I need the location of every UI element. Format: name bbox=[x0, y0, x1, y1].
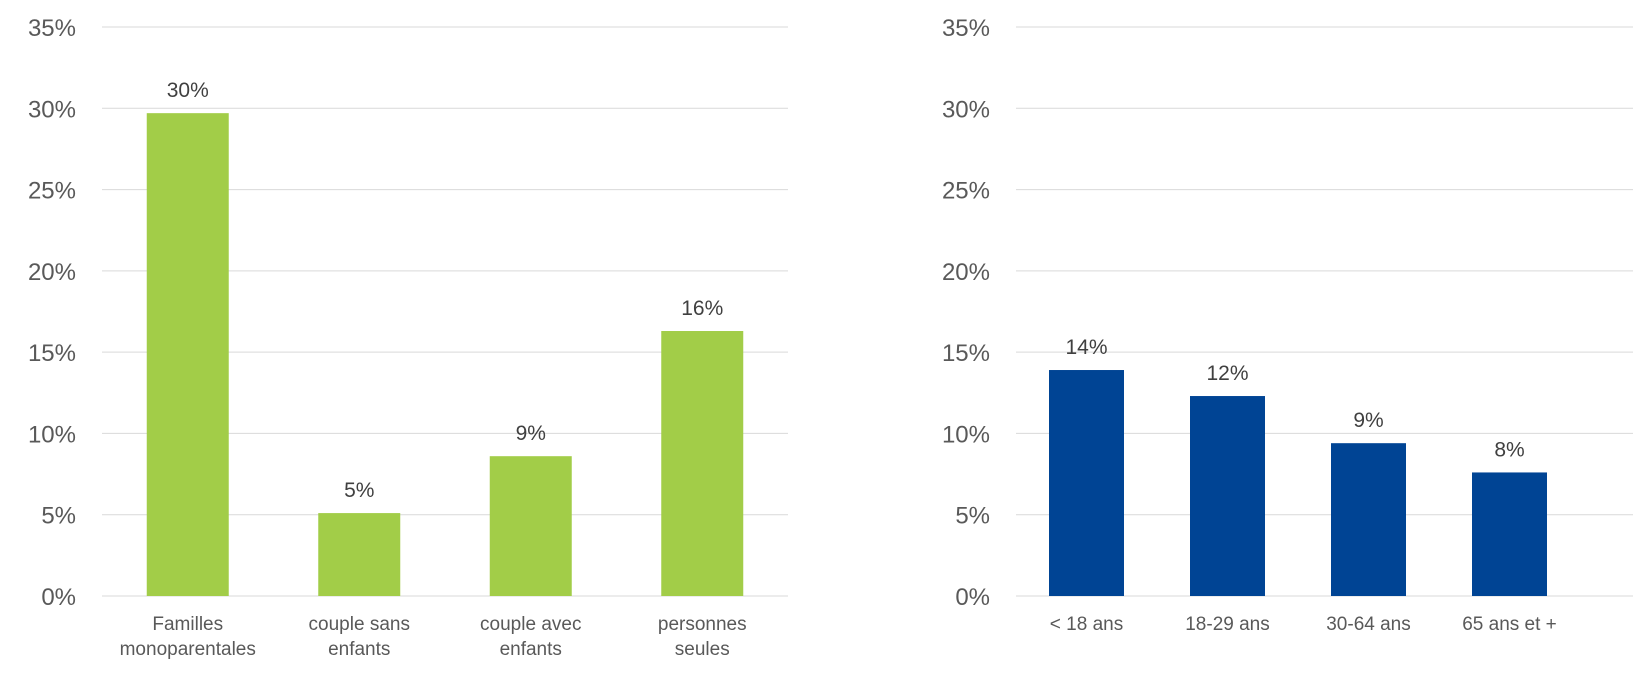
chart2-data-label: 14% bbox=[1065, 336, 1107, 359]
chart2-ytick-label: 0% bbox=[955, 584, 990, 611]
chart1-bar bbox=[318, 513, 401, 596]
chart1-category-label: enfants bbox=[500, 639, 562, 660]
chart1-ytick-label: 20% bbox=[28, 259, 76, 286]
age-group-bar-chart: 0% 5% 10% 15% 20% 25% 30% 35% 14% < 18 ans 12% 18-2… bbox=[942, 15, 1633, 635]
chart2-bar bbox=[1049, 370, 1124, 596]
chart2-data-label: 9% bbox=[1353, 409, 1383, 432]
chart2-bar bbox=[1472, 472, 1547, 596]
chart1-ytick-label: 15% bbox=[28, 340, 76, 367]
chart2-ytick-label: 35% bbox=[942, 15, 990, 42]
chart2-ytick-label: 5% bbox=[955, 503, 990, 530]
chart1-ytick-label: 30% bbox=[28, 96, 76, 123]
chart2-category-label: 65 ans et + bbox=[1462, 614, 1557, 635]
chart1-bar bbox=[146, 113, 229, 597]
chart1-ytick-label: 25% bbox=[28, 178, 76, 205]
chart1-category-label: personnes bbox=[658, 614, 747, 635]
chart1-ytick-label: 0% bbox=[41, 584, 76, 611]
chart1-category-label: couple avec bbox=[480, 614, 581, 635]
chart2-ytick-label: 30% bbox=[942, 96, 990, 123]
chart1-category-label: enfants bbox=[328, 639, 390, 660]
chart1-category-label: monoparentales bbox=[120, 639, 256, 660]
chart2-bar bbox=[1331, 443, 1406, 596]
chart1-data-label: 9% bbox=[516, 422, 546, 445]
chart2-category-label: 30-64 ans bbox=[1326, 614, 1411, 635]
chart2-bar bbox=[1190, 396, 1265, 596]
chart1-bar bbox=[661, 331, 744, 596]
chart2-ytick-label: 15% bbox=[942, 340, 990, 367]
chart2-ytick-label: 25% bbox=[942, 178, 990, 205]
chart1-category-label: Familles bbox=[152, 614, 223, 635]
chart2-ytick-label: 10% bbox=[942, 421, 990, 448]
chart2-ytick-label: 20% bbox=[942, 259, 990, 286]
household-type-bar-chart: 0% 5% 10% 15% 20% 25% 30% 35% 30% Familles monopar… bbox=[28, 15, 788, 660]
chart2-category-label: < 18 ans bbox=[1050, 614, 1123, 635]
chart1-category-label: couple sans bbox=[309, 614, 410, 635]
chart1-data-label: 30% bbox=[167, 79, 209, 102]
chart1-data-label: 16% bbox=[681, 297, 723, 320]
chart1-category-label: seules bbox=[675, 639, 730, 660]
chart1-data-label: 5% bbox=[344, 479, 374, 502]
chart1-ytick-label: 5% bbox=[41, 503, 76, 530]
chart1-ytick-label: 35% bbox=[28, 15, 76, 42]
chart2-category-label: 18-29 ans bbox=[1185, 614, 1270, 635]
chart1-bar bbox=[489, 456, 572, 596]
chart1-ytick-label: 10% bbox=[28, 421, 76, 448]
chart2-data-label: 8% bbox=[1494, 438, 1524, 461]
chart2-data-label: 12% bbox=[1206, 362, 1248, 385]
